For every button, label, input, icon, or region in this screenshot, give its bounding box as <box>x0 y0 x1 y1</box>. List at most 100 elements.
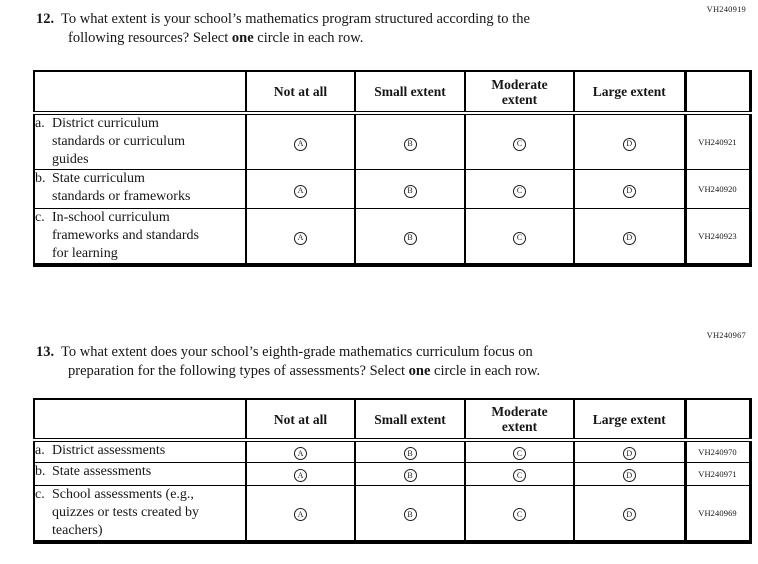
row-label-cell: a. District curriculum standards or curr… <box>33 112 247 170</box>
row-label: District curriculum standards or curricu… <box>52 116 185 167</box>
answer-circle-small-extent[interactable]: B <box>403 508 417 521</box>
question-12: 12. To what extent is your school’s math… <box>36 10 656 48</box>
answer-circle-not-at-all[interactable]: A <box>294 231 307 245</box>
answer-circle-small-extent[interactable]: B <box>403 137 417 151</box>
answer-circle-not-at-all[interactable]: A <box>294 469 307 482</box>
option-cell: B <box>354 439 466 463</box>
option-cell: A <box>245 208 356 266</box>
row-accession-code: VH240971 <box>683 461 751 486</box>
answer-circle-small-extent[interactable]: B <box>403 447 417 461</box>
empty-code-header-cell <box>683 398 751 442</box>
answer-circle-large-extent[interactable]: D <box>622 469 636 482</box>
header-row: Not at all Small extent Moderate extent … <box>33 70 751 115</box>
option-cell: B <box>354 208 466 266</box>
answer-circle-moderate-extent[interactable]: C <box>513 508 526 521</box>
answer-circle-not-at-all[interactable]: A <box>294 184 307 198</box>
option-cell: D <box>573 461 686 486</box>
question-13: 13. To what extent does your school’s ei… <box>36 343 656 381</box>
row-label: School assessments (e.g., quizzes or tes… <box>52 486 199 538</box>
question-13-line2-after: circle in each row. <box>430 363 541 379</box>
table-row: c. School assessments (e.g., quizzes or … <box>33 484 751 542</box>
option-cell: D <box>573 169 686 209</box>
question-12-line2-after: circle in each row. <box>253 30 364 46</box>
row-letter: b. <box>35 463 46 479</box>
row-letter: b. <box>35 171 46 186</box>
answer-circle-large-extent[interactable]: D <box>622 137 636 151</box>
row-letter: a. <box>35 443 45 458</box>
question-13-text: To what extent does your school’s eighth… <box>61 343 540 381</box>
answer-circle-large-extent[interactable]: D <box>622 231 636 245</box>
answer-circle-not-at-all[interactable]: A <box>294 137 307 151</box>
question-12-number: 12. <box>36 11 55 27</box>
question-13-bold-one: one <box>408 363 431 379</box>
row-label-cell: a. District assessments <box>33 439 247 463</box>
answer-circle-large-extent[interactable]: D <box>622 184 636 198</box>
table-row: a. District curriculum standards or curr… <box>33 112 751 170</box>
option-cell: C <box>464 461 575 486</box>
answer-circle-moderate-extent[interactable]: C <box>513 137 526 151</box>
option-cell: A <box>245 484 356 542</box>
question-13-number: 13. <box>36 344 55 360</box>
option-cell: C <box>464 439 575 463</box>
option-cell: D <box>573 439 686 463</box>
row-label: In-school curriculum frameworks and stan… <box>52 210 199 261</box>
column-header-moderate-extent: Moderate extent <box>464 70 575 115</box>
answer-circle-small-extent[interactable]: B <box>403 231 417 245</box>
option-cell: A <box>245 439 356 463</box>
row-label-cell: b. State curriculum standards or framewo… <box>33 169 247 209</box>
question-12-line2-before: following resources? Select <box>68 30 232 46</box>
option-cell: A <box>245 169 356 209</box>
row-label: State curriculum standards or frameworks <box>52 171 191 204</box>
option-cell: C <box>464 112 575 170</box>
table-row: b. State curriculum standards or framewo… <box>33 169 751 209</box>
row-label-cell: c. In-school curriculum frameworks and s… <box>33 208 247 266</box>
column-header-large-extent: Large extent <box>573 70 686 115</box>
column-header-large-extent: Large extent <box>573 398 686 442</box>
row-letter: a. <box>35 116 45 131</box>
answer-circle-large-extent[interactable]: D <box>622 447 636 461</box>
answer-circle-moderate-extent[interactable]: C <box>513 184 526 198</box>
row-label: State assessments <box>52 463 152 479</box>
column-header-not-at-all: Not at all <box>245 398 356 442</box>
answer-circle-moderate-extent[interactable]: C <box>513 447 526 461</box>
row-label-cell: c. School assessments (e.g., quizzes or … <box>33 484 247 542</box>
option-cell: B <box>354 484 466 542</box>
answer-circle-not-at-all[interactable]: A <box>294 508 307 521</box>
question-13-line1: To what extent does your school’s eighth… <box>61 344 533 360</box>
option-cell: C <box>464 169 575 209</box>
row-accession-code: VH240970 <box>683 439 751 463</box>
row-accession-code: VH240923 <box>683 208 751 266</box>
question-13-line2: preparation for the following types of a… <box>61 362 540 381</box>
option-cell: D <box>573 208 686 266</box>
question-12-response-grid: Not at all Small extent Moderate extent … <box>33 70 752 267</box>
option-cell: B <box>354 461 466 486</box>
row-accession-code: VH240921 <box>683 112 751 170</box>
row-label: District assessments <box>52 443 166 458</box>
empty-stub-header-cell <box>33 70 247 115</box>
column-header-small-extent: Small extent <box>354 70 466 115</box>
column-header-moderate-extent: Moderate extent <box>464 398 575 442</box>
answer-circle-large-extent[interactable]: D <box>622 508 636 521</box>
table-row: c. In-school curriculum frameworks and s… <box>33 208 751 266</box>
option-cell: B <box>354 169 466 209</box>
question-13-response-grid: Not at all Small extent Moderate extent … <box>33 398 752 544</box>
option-cell: A <box>245 112 356 170</box>
answer-circle-moderate-extent[interactable]: C <box>513 231 526 245</box>
question-12-line1: To what extent is your school’s mathemat… <box>61 11 530 27</box>
row-letter: c. <box>35 210 45 225</box>
empty-code-header-cell <box>683 70 751 115</box>
answer-circle-moderate-extent[interactable]: C <box>513 469 526 482</box>
option-cell: D <box>573 484 686 542</box>
table-row: b. State assessments A B C D VH240971 <box>33 461 751 486</box>
row-letter: c. <box>35 486 45 502</box>
option-cell: A <box>245 461 356 486</box>
answer-circle-small-extent[interactable]: B <box>403 469 417 482</box>
answer-circle-small-extent[interactable]: B <box>403 184 417 198</box>
table-row: a. District assessments A B C D VH240970 <box>33 439 751 463</box>
option-cell: C <box>464 484 575 542</box>
empty-stub-header-cell <box>33 398 247 442</box>
answer-circle-not-at-all[interactable]: A <box>294 447 307 461</box>
column-header-not-at-all: Not at all <box>245 70 356 115</box>
question-12-text: To what extent is your school’s mathemat… <box>61 10 530 48</box>
question-13-accession-code: VH240967 <box>706 330 746 340</box>
